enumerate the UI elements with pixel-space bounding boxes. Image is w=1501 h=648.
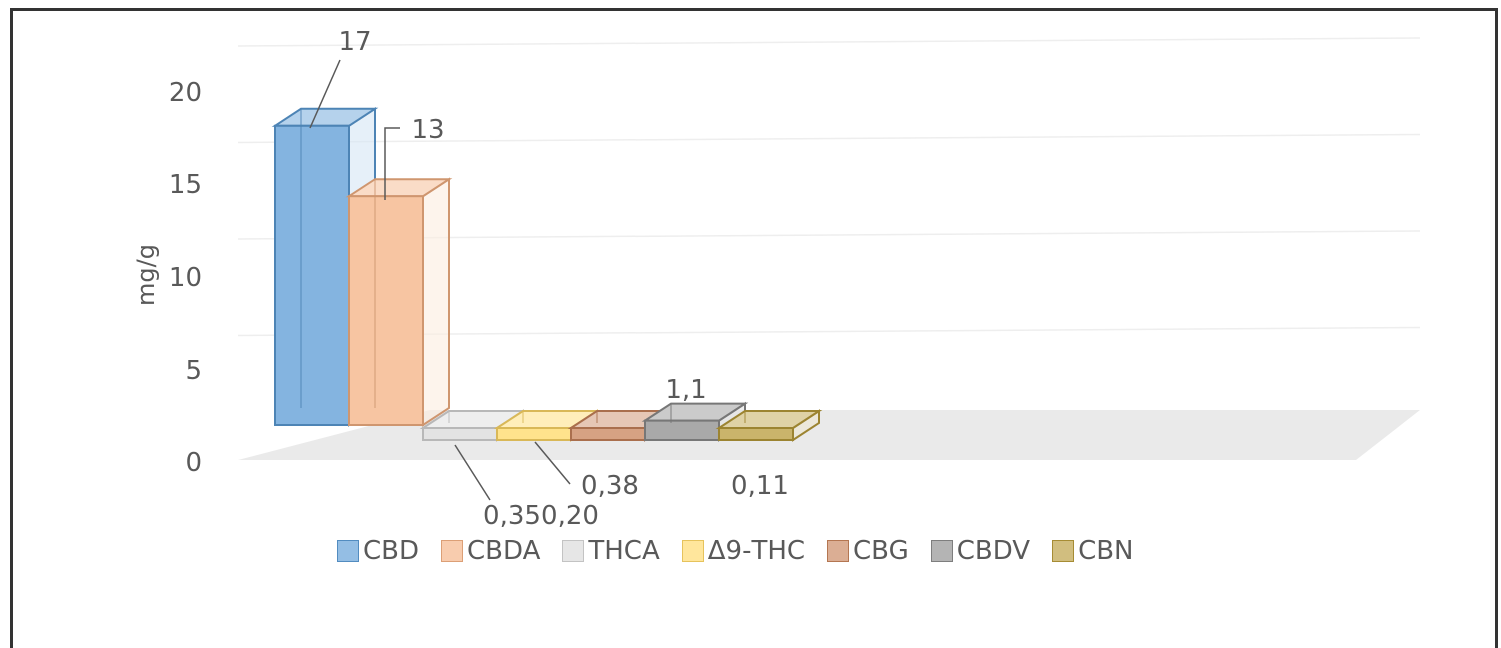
data-label-Δ9-THC: 0,20 bbox=[541, 501, 599, 531]
legend-item: CBG bbox=[827, 536, 909, 566]
legend-swatch bbox=[337, 540, 359, 562]
bar-CBDA bbox=[348, 195, 424, 426]
data-label-leader bbox=[384, 127, 400, 200]
y-tick-label: 10 bbox=[169, 263, 202, 293]
legend-label: THCA bbox=[588, 536, 660, 566]
bar-Δ9-THC bbox=[496, 427, 572, 441]
legend-label: CBDV bbox=[956, 536, 1031, 566]
bar-THCA bbox=[422, 427, 498, 441]
data-label-CBDA: 13 bbox=[411, 115, 444, 145]
legend-label: CBN bbox=[1078, 536, 1134, 566]
bar-CBN bbox=[718, 427, 794, 441]
y-axis-label: mg/g bbox=[132, 244, 160, 306]
chart-canvas: 0 5 10 15 20 mg/g 17 13 0,35 0,200,38 1,1 0,11 bbox=[132, 27, 1421, 531]
data-label-leader bbox=[454, 444, 491, 501]
legend-swatch bbox=[441, 540, 464, 562]
legend-item: THCA bbox=[562, 536, 660, 566]
bar-side-CBDA bbox=[422, 177, 450, 427]
legend-label: CBG bbox=[853, 536, 909, 566]
gridline bbox=[237, 133, 1421, 144]
legend-label: Δ9-THC bbox=[707, 536, 806, 566]
legend-swatch bbox=[562, 540, 585, 562]
y-tick-label: 5 bbox=[185, 356, 202, 386]
legend-swatch bbox=[930, 540, 953, 562]
legend-label: CBDA bbox=[467, 536, 541, 566]
legend-label: CBD bbox=[363, 536, 420, 566]
data-label-CBG: 0,38 bbox=[581, 471, 639, 501]
legend-item: CBDV bbox=[930, 536, 1031, 566]
data-label-CBDV: 1,1 bbox=[665, 375, 706, 405]
legend-swatch bbox=[827, 540, 850, 562]
data-label-leader bbox=[309, 59, 341, 129]
legend-item: CBDA bbox=[441, 536, 540, 566]
gridline bbox=[237, 37, 1421, 47]
data-label-THCA: 0,35 bbox=[483, 501, 541, 531]
y-tick-label: 15 bbox=[169, 170, 202, 200]
bar-CBD bbox=[274, 124, 350, 427]
legend-item: CBD bbox=[337, 536, 419, 566]
y-tick-label: 0 bbox=[185, 448, 202, 478]
data-label-leader bbox=[534, 441, 571, 485]
data-label-CBN: 0,11 bbox=[731, 471, 789, 501]
y-tick-label: 20 bbox=[169, 78, 202, 108]
legend-swatch bbox=[681, 540, 704, 562]
data-label-CBD: 17 bbox=[338, 27, 371, 57]
legend-item: Δ9-THC bbox=[681, 536, 806, 566]
chart-legend: CBD CBDA THCA Δ9-THC CBG CBDV CBN bbox=[337, 536, 1156, 566]
legend-swatch bbox=[1052, 540, 1075, 562]
bar-CBG bbox=[570, 427, 646, 441]
bar-CBDV bbox=[644, 419, 720, 442]
legend-item: CBN bbox=[1052, 536, 1134, 566]
